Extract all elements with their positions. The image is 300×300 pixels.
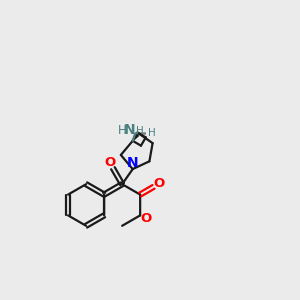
Text: H: H: [118, 124, 127, 137]
Text: H: H: [136, 126, 144, 136]
Text: O: O: [140, 212, 152, 225]
Text: O: O: [153, 177, 164, 190]
Polygon shape: [133, 134, 138, 141]
Text: N: N: [127, 156, 139, 170]
Text: H: H: [148, 128, 156, 138]
Text: O: O: [104, 156, 115, 169]
Text: N: N: [124, 123, 136, 137]
